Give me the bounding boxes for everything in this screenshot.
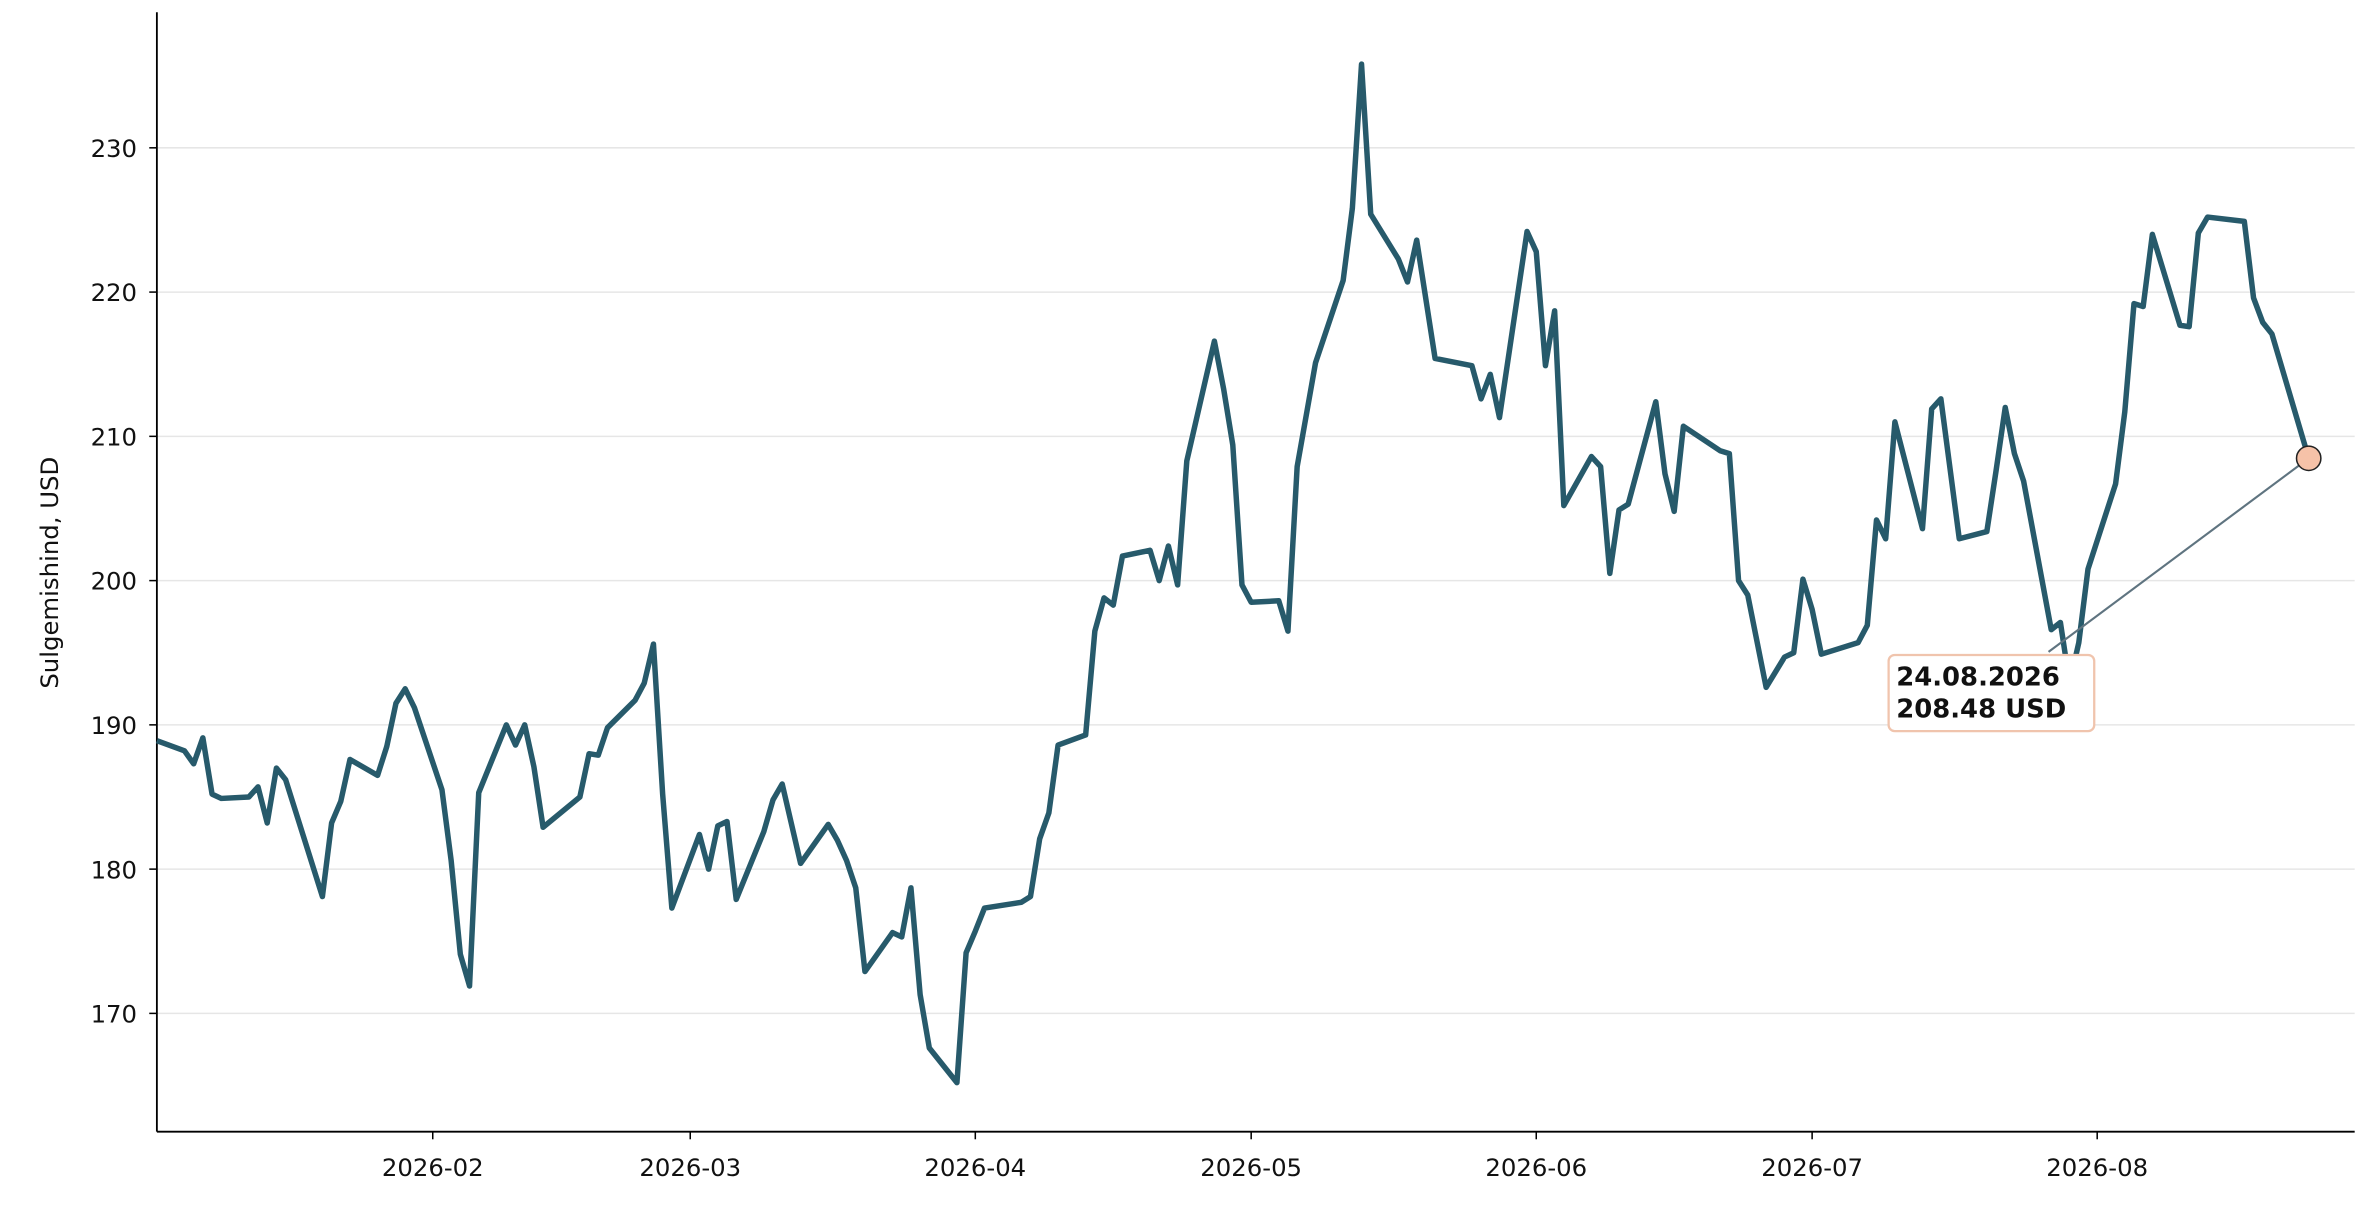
y-tick-label: 190 xyxy=(91,711,138,740)
y-tick-label: 180 xyxy=(91,855,138,884)
y-tick-label: 230 xyxy=(91,134,138,163)
annotation-connector xyxy=(2047,457,2310,653)
x-tick-label: 2026-08 xyxy=(2046,1153,2148,1182)
x-tick-label: 2026-02 xyxy=(382,1153,484,1182)
y-tick-label: 170 xyxy=(91,1000,138,1029)
last-point-marker xyxy=(2295,445,2322,472)
x-tick-label: 2026-07 xyxy=(1761,1153,1863,1182)
x-tick-label: 2026-06 xyxy=(1485,1153,1587,1182)
annotation-text: 208.48 USD xyxy=(1896,694,2066,724)
price-line xyxy=(155,61,2312,1086)
annotation-box xyxy=(1887,653,2096,733)
annotation-text: 24.08.2026 xyxy=(1896,662,2060,692)
x-tick-label: 2026-03 xyxy=(639,1153,741,1182)
x-tick-label: 2026-05 xyxy=(1200,1153,1302,1182)
x-tick-label: 2026-04 xyxy=(924,1153,1026,1182)
y-tick-label: 200 xyxy=(91,567,138,596)
y-tick-label: 220 xyxy=(91,278,138,307)
y-axis-label: Sulgemishind, USD xyxy=(35,457,64,689)
grid-layer xyxy=(156,147,2355,1015)
y-tick-label: 210 xyxy=(91,422,138,451)
